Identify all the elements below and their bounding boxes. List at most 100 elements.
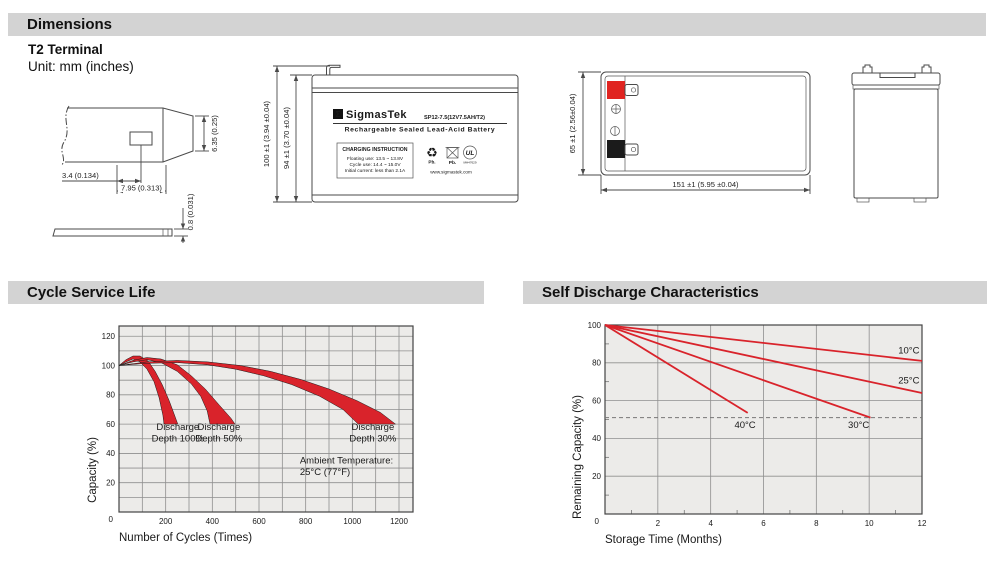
y-tick-label: 60 <box>592 396 601 405</box>
terminal-tip-length-label: 7.95 (0.313) <box>121 184 162 193</box>
series-label: 25°C <box>898 376 919 387</box>
x-axis-label: Storage Time (Months) <box>605 534 722 546</box>
section-header-self-discharge: Self Discharge Characteristics <box>523 281 987 304</box>
unit-note: Unit: mm (inches) <box>28 59 134 74</box>
chart-annotation: Discharge <box>197 422 240 433</box>
series-line-40-c <box>604 324 749 414</box>
section-header-dimensions: Dimensions <box>8 13 986 36</box>
recycle-pb-label: Pb. <box>428 160 435 165</box>
terminal-hole <box>129 131 153 146</box>
x-tick-label: 2 <box>656 519 661 528</box>
top-width-label: 65 ±1 (2.56±0.04) <box>568 93 577 153</box>
charging-title: CHARGING INSTRUCTION <box>342 147 407 153</box>
series-label: 30°C <box>848 420 869 431</box>
y-tick-label: 100 <box>588 321 602 330</box>
chart-annotation: Discharge <box>156 422 199 433</box>
series-line-30-c <box>604 324 871 419</box>
battery-type: Rechargeable Sealed Lead-Acid Battery <box>345 127 496 134</box>
x-tick-label: 6 <box>761 519 766 528</box>
series-label: 40°C <box>734 420 755 431</box>
x-tick-label: 8 <box>814 519 819 528</box>
foot-right <box>913 197 927 203</box>
x-tick-label: 200 <box>159 517 173 526</box>
band-discharge-depth-30- <box>118 360 397 425</box>
chart-annotation: Depth 100% <box>152 433 205 444</box>
terminal-detail-drawing: 3.4 (0.134) 7.95 (0.313) 6.35 (0.25) 0.8… <box>52 105 219 243</box>
x-tick-label: 4 <box>708 519 713 528</box>
chart-annotation: Depth 30% <box>349 433 397 444</box>
terminal-thickness-label: 0.8 (0.031) <box>186 193 195 230</box>
y-tick-label: 80 <box>592 359 601 368</box>
positive-terminal <box>607 81 625 99</box>
ul-file-number: MH47629 <box>463 161 476 165</box>
series-label: 10°C <box>898 345 919 356</box>
origin-label: 0 <box>109 515 114 524</box>
negative-terminal <box>607 140 625 158</box>
chart-annotation: Discharge <box>351 422 394 433</box>
crossed-bin-icon <box>445 147 460 159</box>
top-length-label: 151 ±1 (5.95 ±0.04) <box>672 180 739 189</box>
svg-text:UL: UL <box>466 150 475 157</box>
terminal-tab <box>326 64 341 75</box>
y-tick-label: 40 <box>106 449 115 458</box>
battery-top-view: 65 ±1 (2.56±0.04) 151 ±1 (5.95 ±0.04) <box>568 71 811 194</box>
y-tick-label: 100 <box>102 361 116 370</box>
charging-line-2: Cycle use: 14.4 ~ 15.0V <box>349 162 401 168</box>
self-discharge-chart: 10°C 25°C 30°C 40°C 2 4 6 8 10 12 20 40 60 80 100 0 Rema… <box>572 321 927 546</box>
series-line-25-c <box>604 324 923 394</box>
y-axis-label: Remaining Capacity (%) <box>572 395 584 519</box>
bin-pb-label: Pb. <box>449 160 456 166</box>
y-tick-label: 20 <box>106 479 115 488</box>
x-tick-label: 10 <box>865 519 874 528</box>
charging-line-3: Initial current: less than 2.1A <box>345 168 406 174</box>
y-tick-label: 40 <box>592 434 601 443</box>
origin-label: 0 <box>595 517 600 526</box>
recycle-icon: ♻ <box>426 145 438 160</box>
battery-side-view <box>851 64 941 203</box>
side-terminal-2 <box>921 64 932 73</box>
chart-annotation: Ambient Temperature: <box>300 456 393 467</box>
model-number: SP12-7.5(12V7.5AH/T2) <box>424 115 485 121</box>
y-tick-label: 60 <box>106 420 115 429</box>
negative-terminal-tab <box>624 143 639 156</box>
overall-height-label: 100 ±1 (3.94 ±0.04) <box>262 100 271 167</box>
chart-annotation: 25°C (77°F) <box>300 467 350 478</box>
foot-left <box>856 197 870 203</box>
positive-symbol <box>611 104 621 114</box>
chart-annotation: Depth 50% <box>195 433 243 444</box>
website: www.sigmastek.com <box>430 170 472 175</box>
brand-name: SigmasTek <box>346 109 407 121</box>
terminal-hole-offset-label: 3.4 (0.134) <box>62 171 99 180</box>
break-line <box>61 105 70 166</box>
brand-logo-glyph: Σ <box>336 110 341 119</box>
terminal-side-view <box>52 228 173 237</box>
charging-line-1: Floating use: 13.5 ~ 13.8V <box>347 156 404 162</box>
positive-terminal-tab <box>624 84 639 96</box>
section-header-cycle-service-life: Cycle Service Life <box>8 281 484 304</box>
x-tick-label: 400 <box>206 517 220 526</box>
container-height-label: 94 ±1 (3.70 ±0.04) <box>282 107 291 169</box>
x-axis-label: Number of Cycles (Times) <box>119 532 252 544</box>
side-terminal-1 <box>862 64 873 73</box>
y-axis-label: Capacity (%) <box>87 437 99 503</box>
brand-logo-icon <box>333 109 343 119</box>
terminal-height-label: 6.35 (0.25) <box>210 115 219 152</box>
y-tick-label: 120 <box>102 332 116 341</box>
band-discharge-depth-100- <box>118 355 179 425</box>
x-tick-label: 1200 <box>390 517 408 526</box>
x-tick-label: 800 <box>299 517 313 526</box>
x-tick-label: 600 <box>252 517 266 526</box>
ul-mark-icon: UL <box>463 145 477 160</box>
terminal-type-label: T2 Terminal <box>28 42 103 57</box>
negative-symbol <box>610 126 620 136</box>
y-tick-label: 20 <box>592 472 601 481</box>
charging-instruction-box <box>336 142 414 179</box>
y-tick-label: 80 <box>106 391 115 400</box>
x-tick-label: 1000 <box>343 517 361 526</box>
lid-notch <box>879 73 916 78</box>
series-line-10-c <box>604 324 923 362</box>
x-tick-label: 12 <box>918 519 927 528</box>
battery-front-view: Σ SigmasTek SP12-7.5(12V7.5AH/T2) Rechar… <box>262 64 519 203</box>
